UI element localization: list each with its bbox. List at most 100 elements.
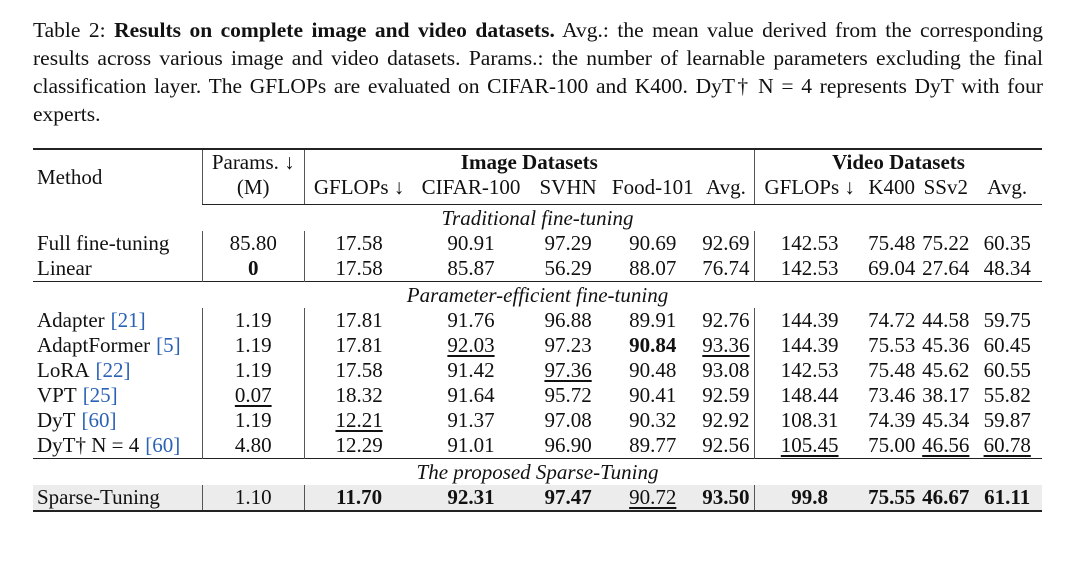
value-text: 97.23	[544, 333, 592, 357]
value-text: 59.75	[983, 308, 1031, 332]
value-text: 91.37	[447, 408, 495, 432]
method-name: DyT	[37, 408, 76, 432]
table-row: Linear 0 17.58 85.87 56.29 88.07 76.74 142.53 69…	[33, 256, 1042, 282]
value-cell: 75.00	[864, 433, 919, 459]
value-text: 45.34	[922, 408, 970, 432]
value-cell: 92.59	[698, 383, 755, 408]
value-text: 90.84	[629, 333, 677, 357]
method-cell: Sparse-Tuning	[33, 485, 202, 511]
method-name: VPT	[37, 383, 77, 407]
value-cell: 73.46	[864, 383, 919, 408]
value-text: 0	[247, 256, 259, 280]
value-cell: 11.70	[303, 485, 414, 511]
value-text: 48.34	[983, 256, 1031, 280]
value-cell: 92.76	[698, 308, 755, 333]
value-text: 74.72	[868, 308, 916, 332]
value-cell: 90.91	[414, 231, 529, 256]
value-cell: 0.07	[201, 383, 305, 408]
citation: [5]	[156, 333, 181, 357]
value-text: 96.88	[544, 308, 592, 332]
value-text: 142.53	[780, 358, 839, 382]
method-name: Adapter	[37, 308, 105, 332]
value-text: 1.10	[234, 485, 272, 509]
value-text: 92.56	[702, 433, 750, 457]
value-text: 1.19	[234, 333, 272, 357]
value-text: 1.19	[234, 408, 272, 432]
value-text: 93.36	[702, 333, 750, 357]
value-text: 142.53	[780, 256, 839, 280]
value-cell: 60.78	[972, 433, 1042, 459]
value-cell: 90.72	[608, 485, 698, 511]
value-text: 97.29	[544, 231, 592, 255]
value-cell: 17.81	[303, 308, 414, 333]
method-cell: Linear	[33, 256, 202, 282]
column-header: Method	[37, 164, 103, 189]
value-cell: 18.32	[303, 383, 414, 408]
table-row: Sparse-Tuning 1.10 11.70 92.31 97.47 90.72 93.…	[33, 485, 1042, 511]
value-text: 56.29	[544, 256, 592, 280]
value-cell: 17.81	[303, 333, 414, 358]
value-cell: 90.32	[608, 408, 698, 433]
citation: [22]	[95, 358, 131, 382]
value-text: 69.04	[868, 256, 916, 280]
table-row: DyT† N = 4 [60] 4.80 12.29 91.01 96.90 89.77 92…	[33, 433, 1042, 459]
method-cell: AdaptFormer [5]	[33, 333, 202, 358]
value-cell: 48.34	[972, 256, 1042, 282]
value-text: 99.8	[791, 485, 829, 509]
caption-text: Avg.: the mean value derived from the co…	[33, 18, 1044, 126]
value-text: 76.74	[702, 256, 750, 280]
value-text: 60.35	[983, 231, 1031, 255]
value-text: 17.81	[335, 333, 383, 357]
value-cell: 60.55	[972, 358, 1042, 383]
method-name: AdaptFormer	[37, 333, 151, 357]
value-text: 1.19	[234, 358, 272, 382]
citation: [21]	[110, 308, 146, 332]
value-cell: 74.72	[864, 308, 919, 333]
table-row: Full fine-tuning 85.80 17.58 90.91 97.29 90.6…	[33, 231, 1042, 256]
value-text: 144.39	[780, 308, 839, 332]
value-cell: 27.64	[919, 256, 972, 282]
value-text: 17.58	[335, 358, 383, 382]
group-header: Image Datasets	[303, 149, 755, 175]
value-text: 61.11	[984, 485, 1031, 509]
value-cell: 60.45	[972, 333, 1042, 358]
value-cell: 44.58	[919, 308, 972, 333]
value-cell: 92.31	[414, 485, 529, 511]
value-cell: 108.31	[754, 408, 865, 433]
section-title: Parameter-efficient fine-tuning	[33, 281, 1042, 308]
value-cell: 59.75	[972, 308, 1042, 333]
column-header: K400	[864, 175, 920, 205]
value-cell: 88.07	[608, 256, 698, 282]
value-text: 90.48	[629, 358, 677, 382]
value-cell: 1.10	[201, 485, 305, 511]
value-cell: 75.55	[864, 485, 919, 511]
value-cell: 56.29	[528, 256, 607, 282]
value-cell: 148.44	[754, 383, 865, 408]
value-text: 75.53	[868, 333, 916, 357]
section-row: Traditional fine-tuning	[33, 205, 1042, 232]
value-text: 12.29	[335, 433, 383, 457]
value-text: 142.53	[780, 231, 839, 255]
value-cell: 93.36	[698, 333, 755, 358]
value-text: 105.45	[780, 433, 839, 457]
method-cell: LoRA [22]	[33, 358, 202, 383]
value-cell: 105.45	[754, 433, 865, 459]
value-text: 17.81	[335, 308, 383, 332]
value-cell: 45.34	[919, 408, 972, 433]
value-cell: 17.58	[303, 231, 414, 256]
value-cell: 46.67	[919, 485, 972, 511]
value-cell: 12.21	[303, 408, 414, 433]
value-text: 97.36	[544, 358, 592, 382]
value-text: 92.69	[702, 231, 750, 255]
value-cell: 142.53	[754, 358, 865, 383]
value-text: 45.62	[922, 358, 970, 382]
value-text: 44.58	[922, 308, 970, 332]
value-text: 95.72	[544, 383, 592, 407]
value-text: 89.77	[629, 433, 677, 457]
value-text: 92.92	[702, 408, 750, 432]
value-cell: 12.29	[303, 433, 414, 459]
column-header: GFLOPs ↓	[754, 175, 865, 205]
value-text: 17.58	[335, 231, 383, 255]
value-cell: 144.39	[754, 333, 865, 358]
column-header: SVHN	[528, 175, 608, 205]
